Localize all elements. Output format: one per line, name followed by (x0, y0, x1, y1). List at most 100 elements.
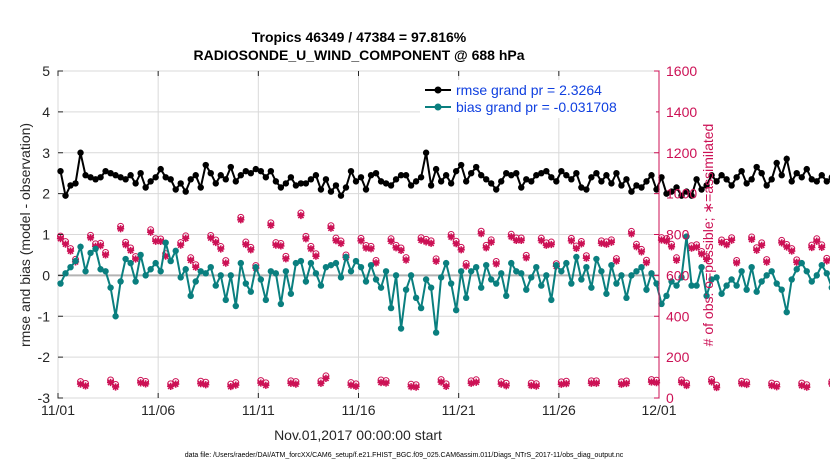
rmse-point (498, 178, 504, 184)
rmse-point (799, 174, 805, 180)
obs-assimilated-marker (127, 247, 134, 254)
obs-assimilated-marker (478, 230, 485, 237)
obs-assimilated-marker (412, 384, 419, 391)
rmse-point (638, 184, 644, 190)
obs-assimilated-marker (788, 247, 795, 254)
bias-point (648, 270, 654, 276)
rmse-point (353, 178, 359, 184)
rmse-point (147, 178, 153, 184)
obs-assimilated-marker (813, 238, 820, 245)
obs-assimilated-marker (458, 246, 465, 253)
rmse-point (403, 172, 409, 178)
bias-point (203, 270, 209, 276)
rmse-point (288, 174, 294, 180)
bias-point (233, 303, 239, 309)
bias-point (303, 278, 309, 284)
bias-point (618, 272, 624, 278)
bias-point (493, 280, 499, 286)
bias-point (628, 272, 634, 278)
rmse-point (213, 180, 219, 186)
rmse-point (323, 176, 329, 182)
bias-point (238, 260, 244, 266)
bias-point (758, 278, 764, 284)
rmse-point (313, 172, 319, 178)
rmse-point (413, 178, 419, 184)
legend-bias-marker (435, 104, 442, 111)
rmse-point (458, 162, 464, 168)
obs-assimilated-marker (217, 245, 224, 252)
y-axis-right-label: # of obs: o=possible; ∗=assimilated (700, 124, 716, 347)
bias-point (57, 280, 63, 286)
obs-assimilated-marker (773, 383, 780, 390)
obs-assimilated-marker (117, 225, 124, 232)
bias-point (218, 272, 224, 278)
obs-assimilated-marker (508, 233, 515, 240)
bias-point (743, 286, 749, 292)
obs-assimilated-marker (247, 246, 254, 253)
rmse-point (779, 172, 785, 178)
bias-point (528, 274, 534, 280)
rmse-point (238, 172, 244, 178)
rmse-point (784, 156, 790, 162)
obs-assimilated-marker (367, 245, 374, 252)
bias-point (748, 264, 754, 270)
rmse-point (328, 188, 334, 194)
bias-point (613, 280, 619, 286)
obs-assimilated-marker (673, 257, 680, 264)
bias-point (553, 262, 559, 268)
rmse-point (648, 172, 654, 178)
rmse-point (152, 174, 158, 180)
obs-assimilated-marker (357, 237, 364, 244)
bias-point (223, 297, 229, 303)
bias-point (738, 268, 744, 274)
bias-point (498, 270, 504, 276)
obs-assimilated-marker (593, 380, 600, 387)
obs-assimilated-marker (222, 260, 229, 267)
bias-point (503, 293, 509, 299)
obs-assimilated-marker (172, 381, 179, 388)
obs-assimilated-marker (428, 240, 435, 247)
rmse-point (273, 178, 279, 184)
x-tick-label: 11/26 (542, 402, 576, 418)
bias-point (478, 284, 484, 290)
rmse-point (488, 180, 494, 186)
obs-assimilated-marker (387, 238, 394, 245)
bias-point (67, 264, 73, 270)
bias-point (543, 272, 549, 278)
rmse-point (789, 178, 795, 184)
bias-point (92, 246, 98, 252)
obs-assimilated-marker (402, 256, 409, 263)
obs-assimilated-marker (277, 242, 284, 249)
rmse-point (738, 168, 744, 174)
obs-assimilated-marker (433, 258, 440, 265)
rmse-point (603, 172, 609, 178)
rmse-point (77, 150, 83, 156)
obs-assimilated-marker (312, 253, 319, 260)
rmse-point (608, 180, 614, 186)
rmse-point (748, 176, 754, 182)
rmse-point (513, 170, 519, 176)
y-right-tick-label: 1200 (666, 145, 697, 161)
rmse-point (568, 176, 574, 182)
rmse-point (583, 186, 589, 192)
bias-point (753, 289, 759, 295)
bias-point (433, 329, 439, 335)
rmse-point (733, 174, 739, 180)
y-right-tick-label: 0 (666, 390, 674, 406)
bias-point (318, 282, 324, 288)
x-tick-label: 11/21 (442, 402, 476, 418)
bias-point (593, 256, 599, 262)
obs-assimilated-marker (122, 241, 129, 248)
obs-assimilated-marker (623, 380, 630, 387)
bias-point (508, 260, 514, 266)
obs-assimilated-marker (177, 242, 184, 249)
bias-point (193, 278, 199, 284)
obs-assimilated-marker (62, 241, 69, 248)
y-right-tick-label: 1400 (666, 104, 697, 120)
chart-title-line2: RADIOSONDE_U_WIND_COMPONENT @ 688 hPa (193, 47, 524, 63)
bias-point (468, 268, 474, 274)
rmse-point (363, 186, 369, 192)
obs-assimilated-marker (182, 235, 189, 242)
obs-assimilated-marker (57, 235, 64, 242)
